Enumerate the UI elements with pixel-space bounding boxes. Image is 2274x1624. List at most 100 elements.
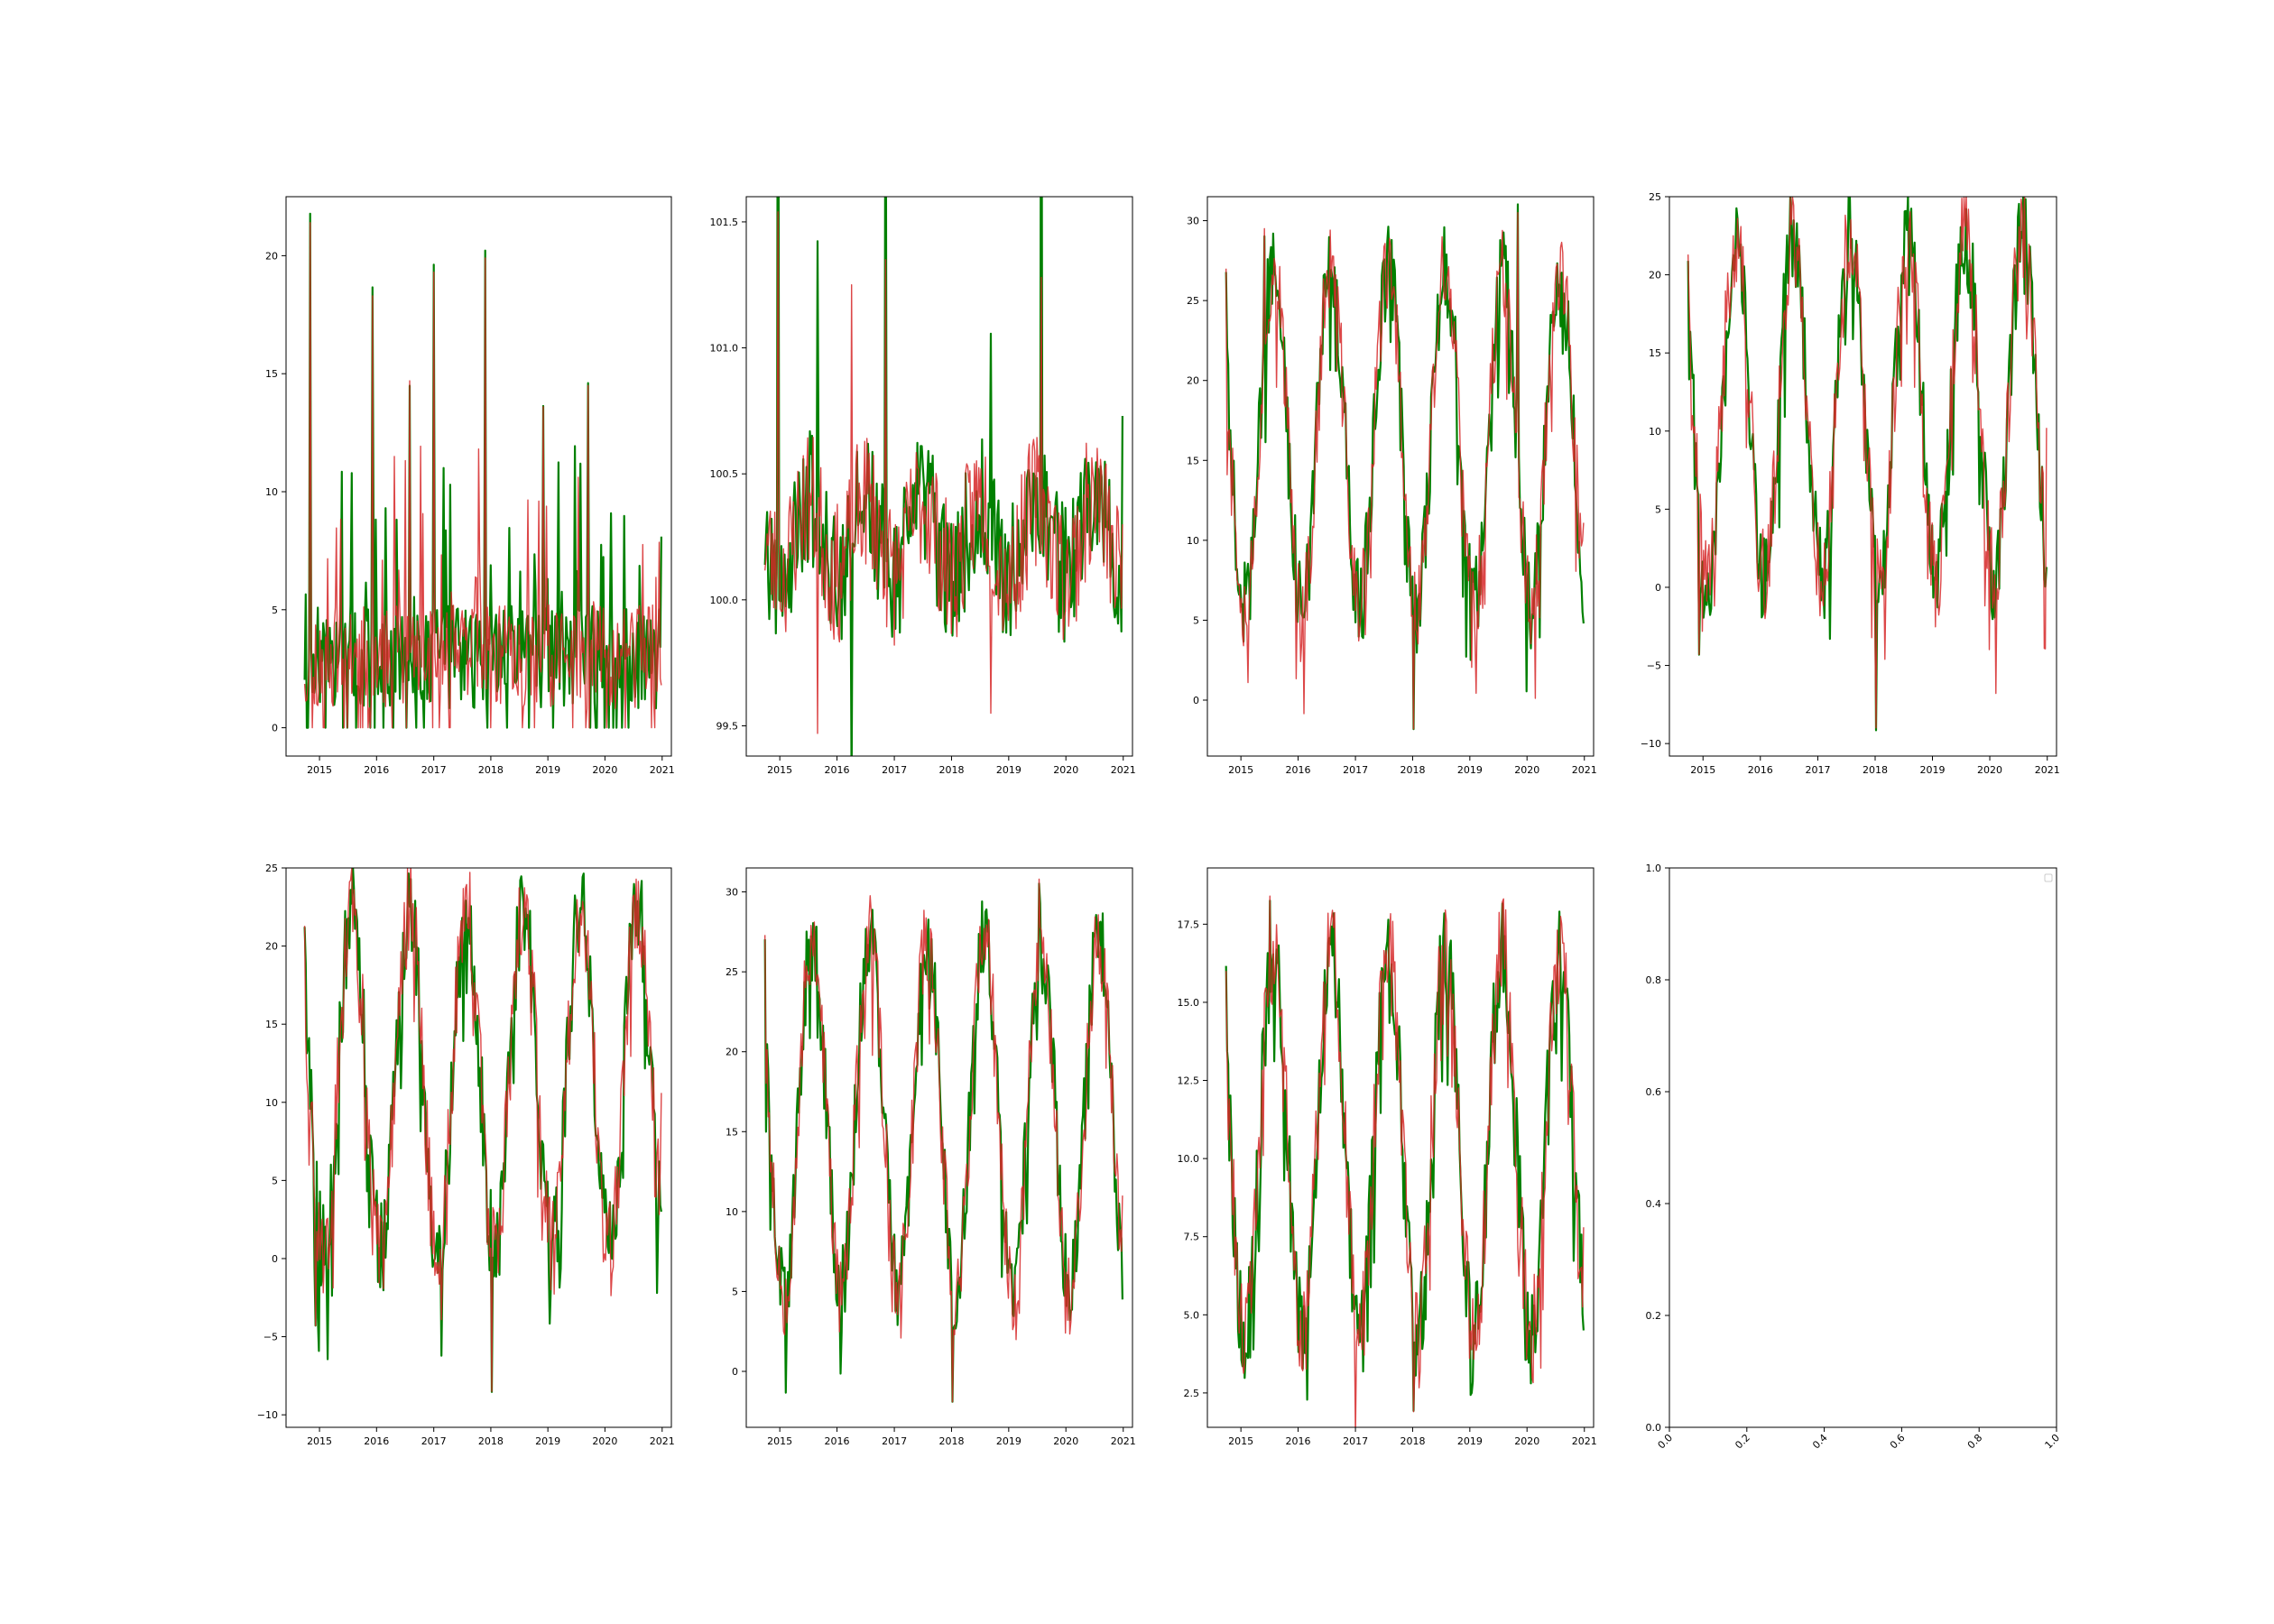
x-tick-label: 2020 <box>592 1435 617 1447</box>
x-tick-label: 2018 <box>478 764 504 776</box>
y-tick-label: 100.0 <box>710 595 739 606</box>
x-tick-label: 2018 <box>938 1435 964 1447</box>
x-tick-label: 2020 <box>592 764 617 776</box>
y-tick-label: 101.5 <box>710 217 739 228</box>
series-red-line <box>1225 212 1585 730</box>
x-tick-label: 1.0 <box>2043 1432 2063 1452</box>
axes-frame <box>1669 196 2057 757</box>
axes-frame <box>745 867 1133 1428</box>
y-tick-label: 20 <box>265 250 278 262</box>
subplot-8: 0.0 0.2 0.4 0.6 0.8 1.0 0.0 0.2 0.4 0.6 0.8 1.0 <box>1646 863 2063 1451</box>
empty-legend-box <box>2044 873 2053 882</box>
y-tick-label: 0 <box>1655 582 1661 594</box>
y-tick-label: −5 <box>263 1332 278 1343</box>
x-tick-label: 2018 <box>1400 764 1425 776</box>
y-tick-label: 10 <box>265 1097 278 1109</box>
x-tick-label: 2021 <box>1111 1435 1136 1447</box>
y-tick-label: 10.0 <box>1178 1153 1200 1165</box>
y-tick-label: 25 <box>726 966 738 978</box>
x-tick-label: 2016 <box>364 764 389 776</box>
x-tick-label: 2020 <box>1053 1435 1078 1447</box>
series-red-line <box>764 211 1123 734</box>
y-tick-label: 0 <box>732 1366 738 1378</box>
x-tick-label: 0.0 <box>1656 1432 1676 1452</box>
x-tick-label: 2020 <box>1514 1435 1539 1447</box>
y-tick-label: −10 <box>257 1409 278 1421</box>
x-tick-label: 2021 <box>1111 764 1136 776</box>
x-tick-label: 2015 <box>767 1435 792 1447</box>
x-tick-label: 2015 <box>307 764 332 776</box>
axes-frame <box>285 196 672 757</box>
series-green-line <box>1687 197 2048 732</box>
series-green-line <box>303 868 662 1393</box>
x-tick-label: 2021 <box>2035 764 2060 776</box>
y-tick-label: 0.2 <box>1646 1310 1662 1322</box>
y-tick-label: 0.0 <box>1646 1422 1662 1434</box>
x-tick-label: 2017 <box>882 764 907 776</box>
x-tick-label: 2018 <box>478 1435 504 1447</box>
x-tick-label: 2019 <box>535 764 560 776</box>
y-tick-label: 25 <box>1187 295 1199 307</box>
subplot-6: 2015 2016 2017 2018 2019 2020 2021 0 5 10 15 20 25 30 <box>726 867 1136 1447</box>
y-tick-label: 30 <box>1187 216 1199 227</box>
y-tick-label: 0 <box>272 1253 278 1265</box>
x-tick-label: 2021 <box>650 764 675 776</box>
y-tick-label: 15 <box>1649 347 1661 359</box>
y-tick-label: 99.5 <box>716 720 739 732</box>
series-green-line <box>763 882 1123 1403</box>
x-tick-label: 2019 <box>535 1435 560 1447</box>
x-tick-label: 2021 <box>1572 1435 1597 1447</box>
subplot-4: 2015 2016 2017 2018 2019 2020 2021 −10 −5 0 5 10 15 2… <box>1641 191 2060 776</box>
axes-frame <box>1206 196 1595 757</box>
y-tick-label: 15 <box>265 1019 278 1030</box>
x-tick-label: 2016 <box>1286 764 1311 776</box>
y-tick-label: 5 <box>1193 614 1199 626</box>
y-tick-label: 10 <box>726 1206 738 1218</box>
series-red-line <box>303 222 662 729</box>
y-tick-label: 0.4 <box>1646 1198 1662 1210</box>
x-tick-label: 2017 <box>882 1435 907 1447</box>
axes-frame <box>285 867 672 1428</box>
y-tick-label: 15.0 <box>1178 997 1200 1009</box>
y-tick-label: 2.5 <box>1184 1388 1200 1399</box>
y-tick-label: 25 <box>265 863 278 874</box>
axes-frame <box>745 196 1133 757</box>
x-tick-label: 2020 <box>1053 764 1078 776</box>
y-tick-label: −10 <box>1641 738 1661 750</box>
y-tick-label: 12.5 <box>1178 1075 1200 1087</box>
x-tick-label: 2015 <box>1690 764 1715 776</box>
x-tick-label: 2016 <box>364 1435 389 1447</box>
x-tick-label: 2016 <box>1286 1435 1311 1447</box>
x-tick-label: 0.8 <box>1965 1432 1985 1452</box>
y-tick-label: 15 <box>1187 455 1199 466</box>
y-tick-label: 5.0 <box>1184 1309 1200 1321</box>
x-tick-label: 0.6 <box>1888 1432 1908 1452</box>
y-tick-label: 30 <box>726 887 738 899</box>
axes-frame <box>1206 867 1595 1428</box>
series-red-line <box>1687 197 2048 729</box>
x-tick-label: 2018 <box>1863 764 1888 776</box>
x-tick-label: 2020 <box>1977 764 2002 776</box>
y-tick-label: 0.6 <box>1646 1086 1662 1098</box>
subplot-5: 2015 2016 2017 2018 2019 2020 2021 −10 −5 0 5 10 15 2… <box>257 863 675 1447</box>
y-tick-label: 100.5 <box>710 468 739 480</box>
y-tick-label: 5 <box>1655 503 1661 515</box>
y-tick-label: 101.0 <box>710 343 739 355</box>
axes-frame <box>1669 867 2057 1428</box>
x-tick-label: 2017 <box>1343 764 1368 776</box>
y-tick-label: 20 <box>1649 270 1661 281</box>
y-tick-label: 10 <box>1187 535 1199 547</box>
x-tick-label: 2017 <box>421 1435 447 1447</box>
x-tick-label: 2017 <box>421 764 447 776</box>
x-tick-label: 2019 <box>996 1435 1021 1447</box>
series-red-line <box>303 868 662 1392</box>
subplot-1: 2015 2016 2017 2018 2019 2020 2021 0 5 10 15 20 <box>265 196 675 776</box>
x-tick-label: 2017 <box>1343 1435 1368 1447</box>
y-tick-label: 5 <box>272 604 278 616</box>
x-tick-label: 2019 <box>1920 764 1946 776</box>
x-tick-label: 2015 <box>1228 764 1253 776</box>
x-tick-label: 2015 <box>1228 1435 1253 1447</box>
x-tick-label: 2021 <box>1572 764 1597 776</box>
x-tick-label: 2019 <box>1457 1435 1483 1447</box>
